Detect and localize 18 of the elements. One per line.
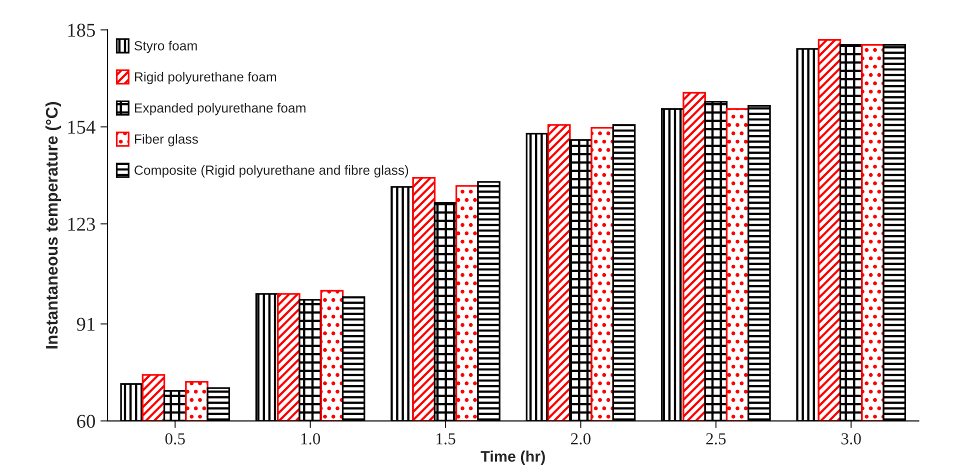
y-axis-title: Instantaneous temperature (°C) [45,102,61,348]
y-tick-label: 91 [76,318,95,331]
y-tick-label: 60 [77,414,95,428]
y-tick-label: 185 [68,24,95,37]
x-tick-label: 1.5 [436,433,456,445]
x-tick-label: 2.5 [706,433,726,445]
y-tick-label: 154 [68,120,96,134]
legend-label: Rigid polyurethane foam [134,72,276,84]
legend-label: Composite (Rigid polyurethane and fibre glass) [134,165,408,178]
x-tick-label: 2.0 [571,433,590,445]
legend-label: Expanded polyurethane foam [134,102,306,116]
legend-label: Fiber glass [134,134,198,146]
x-tick-label: 3.0 [842,433,861,445]
x-axis-title: Time (hr) [480,450,545,465]
legend-label: Styro foam [134,40,197,54]
x-tick-label: 0.5 [165,433,185,445]
x-tick-label: 1.0 [301,433,320,445]
y-tick-label: 123 [68,218,95,231]
